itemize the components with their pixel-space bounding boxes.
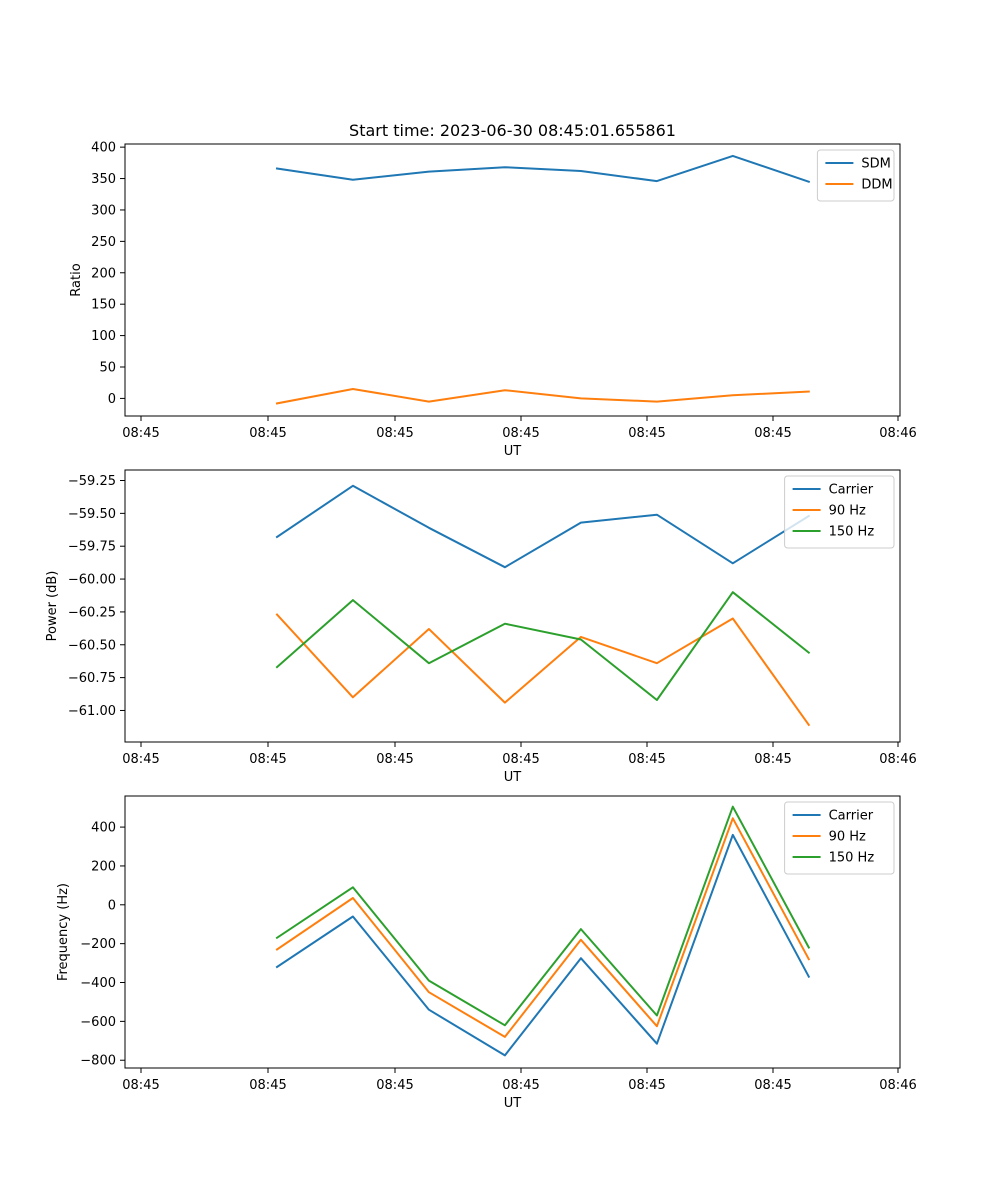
legend-label: 90 Hz (829, 830, 866, 845)
series-line-90-hz (275, 613, 811, 727)
y-tick-label: −59.75 (68, 540, 116, 555)
series-line-carrier (275, 833, 811, 1057)
y-axis-ticks: −61.00 −60.75 −60.50 −60.25 −60.00 −59.75 −59.… (68, 474, 125, 719)
y-tick-label: −400 (80, 976, 116, 991)
y-axis-ticks: 0 50 100 150 200 250 300 350 400 (91, 141, 125, 407)
x-tick-label: 08:45 (249, 426, 286, 441)
axes-frame (124, 469, 901, 743)
y-tick-label: 200 (91, 266, 116, 281)
x-tick-label: 08:45 (376, 1078, 413, 1093)
x-tick-label: 08:45 (628, 1078, 665, 1093)
series-line-150-hz (275, 805, 811, 1027)
y-tick-label: 200 (91, 859, 116, 874)
x-tick-label: 08:46 (879, 752, 916, 767)
legend-label: 150 Hz (829, 525, 875, 540)
x-axis-label: UT (504, 444, 522, 459)
series-group (275, 484, 811, 727)
y-tick-label: −800 (80, 1054, 116, 1069)
y-tick-label: 250 (91, 235, 116, 250)
y-tick-label: −60.50 (68, 638, 116, 653)
x-axis-ticks: 08:45 08:45 08:45 08:45 08:45 08:45 08:46 (122, 416, 917, 441)
y-tick-label: −59.25 (68, 474, 116, 489)
legend-label: SDM (861, 157, 890, 172)
subplots: 08:45 08:45 08:45 08:45 08:45 08:45 08:46 UT 0 50… (45, 121, 917, 1111)
y-tick-label: 400 (91, 821, 116, 836)
x-axis-ticks: 08:45 08:45 08:45 08:45 08:45 08:45 08:46 (122, 1068, 917, 1093)
legend-label: 90 Hz (829, 504, 866, 519)
y-tick-label: 150 (91, 298, 116, 313)
y-tick-label: −61.00 (68, 704, 116, 719)
x-tick-label: 08:46 (879, 1078, 916, 1093)
y-tick-label: 0 (108, 898, 116, 913)
y-tick-label: 50 (99, 361, 116, 376)
x-tick-label: 08:45 (628, 426, 665, 441)
x-axis-label: UT (504, 1096, 522, 1111)
x-tick-label: 08:45 (122, 426, 159, 441)
x-tick-label: 08:45 (754, 752, 791, 767)
x-tick-label: 08:45 (502, 426, 539, 441)
x-tick-label: 08:45 (122, 1078, 159, 1093)
x-tick-label: 08:45 (249, 752, 286, 767)
y-tick-label: −600 (80, 1015, 116, 1030)
x-axis-ticks: 08:45 08:45 08:45 08:45 08:45 08:45 08:46 (122, 742, 917, 767)
y-tick-label: 100 (91, 329, 116, 344)
subplot-1: 08:45 08:45 08:45 08:45 08:45 08:45 08:46 UT 0 50… (69, 121, 917, 459)
legend: Carrier 90 Hz 150 Hz (784, 475, 895, 549)
series-line-sdm (275, 154, 811, 183)
axes-frame (124, 795, 901, 1069)
y-tick-label: 350 (91, 172, 116, 187)
series-line-ddm (275, 388, 810, 405)
x-axis-label: UT (504, 770, 522, 785)
x-tick-label: 08:45 (122, 752, 159, 767)
x-tick-label: 08:45 (249, 1078, 286, 1093)
subplot-3: 08:45 08:45 08:45 08:45 08:45 08:45 08:46 UT −80… (56, 795, 917, 1111)
x-tick-label: 08:45 (502, 1078, 539, 1093)
series-group (275, 154, 811, 405)
y-tick-label: 300 (91, 203, 116, 218)
y-tick-label: −200 (80, 937, 116, 952)
y-tick-label: −60.00 (68, 573, 116, 588)
y-tick-label: 400 (91, 141, 116, 156)
chart-title: Start time: 2023-06-30 08:45:01.655861 (349, 121, 676, 140)
legend-label: DDM (861, 178, 892, 193)
y-axis-label: Frequency (Hz) (56, 883, 71, 981)
subplot-2: 08:45 08:45 08:45 08:45 08:45 08:45 08:46 UT −61… (45, 469, 917, 785)
axes-frame (124, 143, 901, 417)
x-tick-label: 08:45 (376, 752, 413, 767)
x-tick-label: 08:45 (376, 426, 413, 441)
series-line-90-hz (275, 817, 811, 1038)
legend-label: Carrier (829, 483, 874, 498)
legend-label: 150 Hz (829, 851, 875, 866)
series-line-150-hz (275, 591, 811, 701)
y-axis-ticks: −800 −600 −400 −200 0 200 400 (80, 821, 125, 1069)
x-tick-label: 08:45 (628, 752, 665, 767)
legend-label: Carrier (829, 809, 874, 824)
y-axis-label: Power (dB) (45, 571, 60, 642)
x-tick-label: 08:45 (754, 426, 791, 441)
x-tick-label: 08:46 (879, 426, 916, 441)
series-line-carrier (275, 484, 811, 569)
legend: SDM DDM (816, 149, 895, 202)
legend: Carrier 90 Hz 150 Hz (784, 801, 895, 875)
y-tick-label: −60.75 (68, 671, 116, 686)
x-tick-label: 08:45 (754, 1078, 791, 1093)
y-tick-label: −60.25 (68, 605, 116, 620)
y-axis-label: Ratio (69, 263, 84, 296)
y-tick-label: −59.50 (68, 507, 116, 522)
y-tick-label: 0 (108, 392, 116, 407)
series-group (275, 805, 811, 1057)
x-tick-label: 08:45 (502, 752, 539, 767)
